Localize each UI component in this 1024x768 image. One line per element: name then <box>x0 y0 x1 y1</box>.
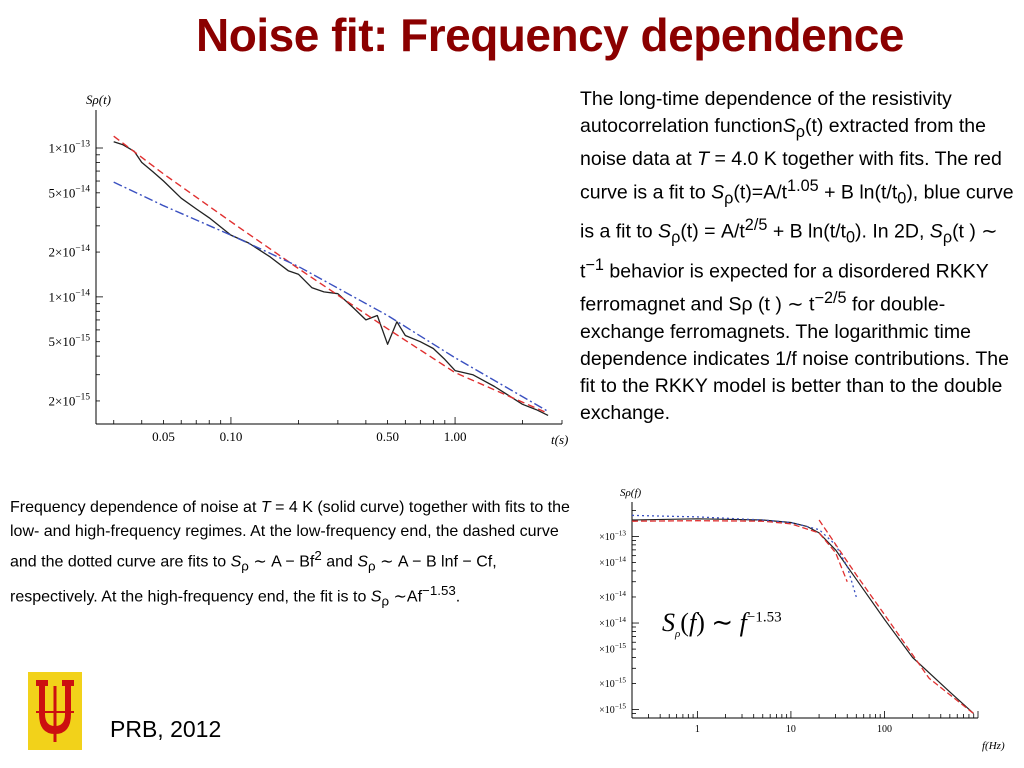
y-tick-label: 1×10−13 <box>600 529 626 543</box>
page-title: Noise fit: Frequency dependence <box>196 9 904 61</box>
y-tick-label: 1×10−14 <box>600 616 626 630</box>
y-tick-label: 1×10−14 <box>49 289 91 305</box>
series-dotted-fit <box>631 514 857 598</box>
time-dependence-chart: 0.05 0.10 0.50 1.00 1×10−13 5×10−14 2×10−14 1×1… <box>49 92 569 447</box>
y-tick-label: 2×10−14 <box>600 590 626 604</box>
y-tick-label: 2×10−15 <box>49 393 91 409</box>
y-tick-label: 5×10−15 <box>49 333 91 349</box>
y-tick-label: 5×10−14 <box>600 556 626 570</box>
series-dashed-fit <box>631 520 848 582</box>
y-tick-label: 5×10−14 <box>49 185 91 201</box>
series-data <box>113 141 549 416</box>
y-axis-label: Sρ(f) <box>620 487 641 499</box>
x-tick-label: 1.00 <box>444 429 467 444</box>
power-law-formula: Sρ(f) ∼ f−1.53 <box>662 608 782 641</box>
x-axis-label: t(s) <box>551 432 568 447</box>
frequency-dependence-chart: 1 10 100 1×10−13 5×10−14 2×10−14 1×10−14 5×10−1… <box>600 487 1005 752</box>
series-data <box>631 518 975 715</box>
y-tick-label: 2×10−15 <box>600 677 626 691</box>
x-axis-label: f(Hz) <box>982 740 1005 752</box>
y-tick-label: 1×10−15 <box>600 703 626 717</box>
x-tick-label: 0.05 <box>152 429 175 444</box>
x-tick-label: 10 <box>786 724 796 735</box>
y-axis-label: Sρ(t) <box>86 92 111 107</box>
y-tick-label: 1×10−13 <box>49 140 91 156</box>
y-tick-label: 5×10−15 <box>600 642 626 656</box>
right-caption: The long-time dependence of the resistiv… <box>580 88 1014 424</box>
series-blue-fit <box>113 181 549 413</box>
left-caption: Frequency dependence of noise at T = 4 K… <box>10 499 570 609</box>
reference-citation: PRB, 2012 <box>110 716 222 742</box>
series-red-fit <box>113 135 549 415</box>
x-tick-label: 0.10 <box>220 429 243 444</box>
x-tick-label: 0.50 <box>376 429 399 444</box>
logo-letter <box>36 680 74 734</box>
y-tick-label: 2×10−14 <box>49 244 91 260</box>
x-tick-label: 1 <box>695 724 700 735</box>
university-logo <box>28 672 82 750</box>
x-tick-label: 100 <box>877 724 892 735</box>
series-high-frequency-fit <box>818 519 975 715</box>
